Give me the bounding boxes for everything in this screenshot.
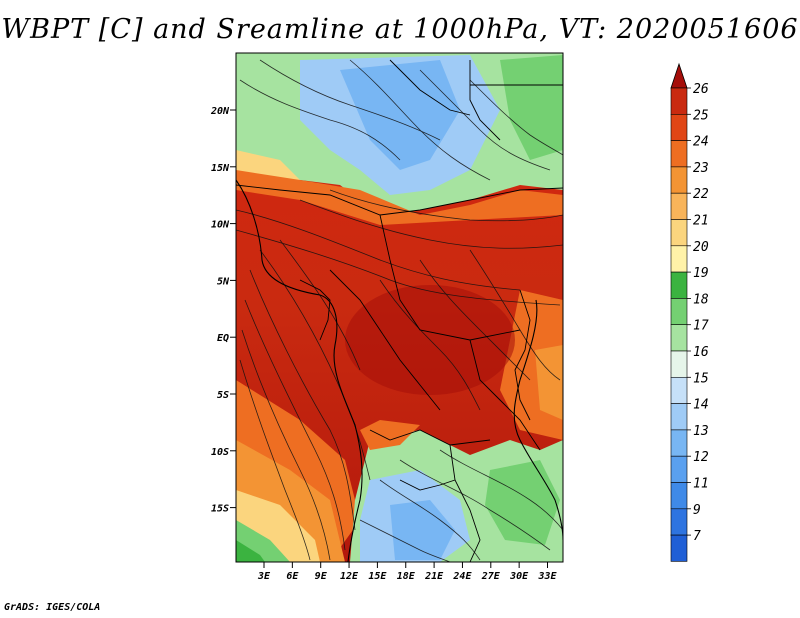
colorbar-label: 23 (693, 161, 709, 176)
lon-tick-label: 12E (340, 571, 359, 582)
lat-tick-label: 20N (210, 106, 230, 117)
wbpt-zone-blue-mid-south (390, 500, 455, 560)
colorbar-label: 14 (693, 398, 709, 413)
colorbar-swatch (670, 166, 688, 194)
lat-tick-label: 15N (211, 163, 230, 174)
map-title: WBPT [C] and Sreamline at 1000hPa, VT: 2… (1, 14, 799, 45)
lat-tick-label: 10S (211, 447, 229, 458)
triangle-up-icon (670, 62, 688, 89)
lat-tick-label: EQ (217, 333, 229, 344)
lat-tick-label: 10N (211, 220, 230, 231)
colorbar-swatch (670, 114, 688, 141)
map-panel (236, 53, 563, 562)
lon-tick-label: 30E (509, 571, 529, 582)
colorbar-label: 20 (693, 240, 709, 255)
colorbar-label: 26 (693, 82, 709, 97)
colorbar-label: 12 (693, 450, 709, 465)
colorbar-label: 22 (693, 187, 709, 202)
colorbar-label: 9 (693, 503, 701, 518)
colorbar-label: 21 (693, 214, 709, 229)
coastline-east (513, 299, 563, 541)
colorbar-label: 17 (693, 319, 709, 334)
colorbar-label: 18 (693, 292, 709, 307)
colorbar-label: 11 (693, 477, 709, 492)
colorbar-swatch (670, 534, 688, 562)
wbpt-zone-blue-mid-north (340, 60, 460, 170)
streamlines (236, 59, 563, 562)
lat-tick-label: 15S (211, 504, 229, 515)
latitude-axis: 20N 15N 10N 5N EQ 5S 10S 15S (210, 106, 236, 515)
colorbar-swatch (670, 140, 688, 168)
lat-tick-label: 5N (217, 276, 230, 287)
colorbar-label: 19 (693, 266, 709, 281)
colorbar-swatch (670, 245, 688, 273)
colorbar-swatch (670, 192, 688, 220)
colorbar-swatch (670, 455, 688, 483)
colorbar-label: 13 (693, 424, 709, 439)
colorbar-label: 7 (693, 529, 701, 544)
map-frame (235, 52, 564, 563)
lon-tick-label: 33E (537, 571, 557, 582)
coastline-west (236, 179, 363, 562)
wbpt-zone-orange-coast-s (360, 420, 420, 450)
longitude-axis: 3E 6E 9E 12E 15E 18E 21E 24E 27E 30E 33E (257, 562, 558, 582)
colorbar-swatch (670, 87, 688, 115)
colorbar-swatch (670, 324, 688, 352)
country-borders (236, 59, 563, 562)
colorbar-swatch (670, 482, 688, 510)
lon-tick-label: 18E (397, 571, 416, 582)
colorbar-swatch (670, 298, 688, 325)
lon-tick-label: 6E (286, 571, 299, 582)
lon-tick-label: 27E (481, 571, 501, 582)
colorbar: 26 25 24 23 22 21 20 19 18 17 16 15 14 13 12 11 9 7 (670, 62, 709, 562)
lon-tick-label: 15E (368, 571, 387, 582)
lon-tick-label: 24E (452, 571, 472, 582)
colorbar-label: 24 (693, 135, 709, 150)
colorbar-label: 16 (693, 345, 709, 360)
colorbar-swatch (670, 271, 688, 299)
wbpt-zone-orange-north-edge (236, 170, 563, 225)
lon-tick-label: 3E (257, 571, 271, 582)
wbpt-zone-green-se (485, 460, 560, 545)
colorbar-swatch (670, 350, 688, 378)
wbpt-zone-dgreen-sw (236, 540, 265, 562)
lat-tick-label: 5S (217, 390, 229, 401)
colorbar-swatch (670, 376, 688, 404)
colorbar-swatch (670, 508, 688, 536)
wbpt-zone-green-ne (500, 55, 563, 160)
colorbar-swatch (670, 219, 688, 247)
lon-tick-label: 9E (315, 571, 328, 582)
colorbar-swatch (670, 429, 688, 457)
lon-tick-label: 21E (424, 571, 444, 582)
colorbar-label: 25 (693, 108, 709, 123)
colorbar-label: 15 (693, 371, 709, 386)
grads-credit: GrADS: IGES/COLA (4, 602, 101, 613)
colorbar-swatch (670, 403, 688, 431)
